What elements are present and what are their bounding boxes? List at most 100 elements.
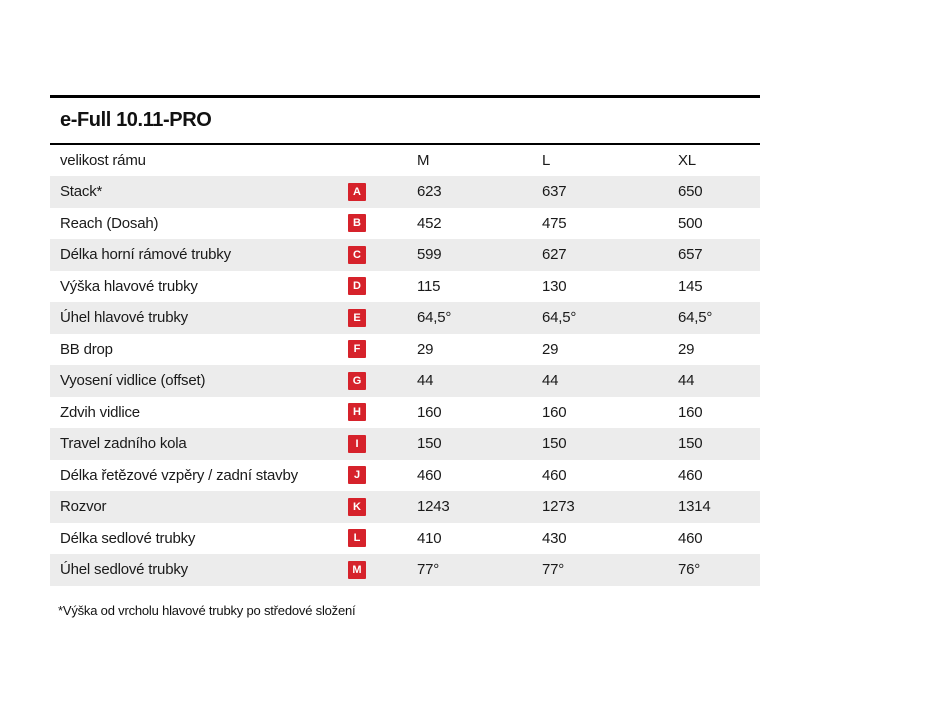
value-m: 160: [417, 403, 442, 421]
value-xl: 145: [678, 277, 703, 295]
value-l: 160: [542, 403, 567, 421]
value-xl: 460: [678, 466, 703, 484]
value-m: 623: [417, 183, 442, 201]
row-label: Travel zadního kola: [60, 435, 187, 453]
top-rule: [50, 95, 760, 98]
badge-cell: K: [348, 497, 417, 516]
value-xl: 1314: [678, 498, 711, 516]
dimension-letter-badge: E: [348, 308, 366, 327]
badge-cell: H: [348, 403, 417, 422]
badge-cell: C: [348, 245, 417, 264]
dimension-letter-badge: M: [348, 560, 366, 579]
badge-cell: G: [348, 371, 417, 390]
dimension-letter-badge: H: [348, 403, 366, 422]
table-row: Úhel sedlové trubky M 77° 77° 76°: [50, 554, 760, 586]
row-label: Úhel sedlové trubky: [60, 561, 188, 579]
value-l: 1273: [542, 498, 575, 516]
row-label: BB drop: [60, 340, 113, 358]
dimension-letter-badge: A: [348, 182, 366, 201]
value-m: 460: [417, 466, 442, 484]
dimension-letter-badge: J: [348, 466, 366, 485]
row-label: Úhel hlavové trubky: [60, 309, 188, 327]
dimension-letter-badge: G: [348, 371, 366, 390]
value-m: 44: [417, 372, 434, 390]
value-m: 410: [417, 529, 442, 547]
badge-cell: J: [348, 466, 417, 485]
badge-cell: L: [348, 529, 417, 548]
row-label: Délka horní rámové trubky: [60, 246, 231, 264]
title-divider-rule: [50, 143, 760, 145]
badge-cell: A: [348, 182, 417, 201]
value-l: 150: [542, 435, 567, 453]
value-xl: 657: [678, 246, 703, 264]
value-m: 1243: [417, 498, 450, 516]
value-m: 77°: [417, 561, 440, 579]
value-l: 64,5°: [542, 309, 577, 327]
value-xl: 160: [678, 403, 703, 421]
badge-cell: E: [348, 308, 417, 327]
value-l: 637: [542, 183, 567, 201]
badge-cell: I: [348, 434, 417, 453]
value-xl: 29: [678, 340, 695, 358]
row-label: Délka sedlové trubky: [60, 529, 196, 547]
page-title: e-Full 10.11-PRO: [60, 109, 212, 131]
footnote: *Výška od vrcholu hlavové trubky po stře…: [58, 602, 356, 618]
dimension-letter-badge: B: [348, 214, 366, 233]
value-m: 29: [417, 340, 434, 358]
value-m: 115: [417, 277, 441, 295]
frame-size-header: velikost rámu: [60, 152, 146, 169]
spec-rows: Stack* A 623 637 650 Reach (Dosah) B 452 475 500 D…: [50, 176, 760, 586]
size-header-m: M: [417, 152, 430, 169]
table-row: Úhel hlavové trubky E 64,5° 64,5° 64,5°: [50, 302, 760, 334]
row-label: Stack*: [60, 183, 103, 201]
table-row: Délka sedlové trubky L 410 430 460: [50, 523, 760, 555]
value-l: 460: [542, 466, 567, 484]
table-row: Vyosení vidlice (offset) G 44 44 44: [50, 365, 760, 397]
table-row: Travel zadního kola I 150 150 150: [50, 428, 760, 460]
value-xl: 44: [678, 372, 695, 390]
row-label: Zdvih vidlice: [60, 403, 140, 421]
dimension-letter-badge: C: [348, 245, 366, 264]
value-xl: 150: [678, 435, 703, 453]
dimension-letter-badge: K: [348, 497, 366, 516]
dimension-letter-badge: D: [348, 277, 366, 296]
value-l: 44: [542, 372, 559, 390]
badge-cell: M: [348, 560, 417, 579]
row-label: Reach (Dosah): [60, 214, 159, 232]
table-row: Zdvih vidlice H 160 160 160: [50, 397, 760, 429]
dimension-letter-badge: F: [348, 340, 366, 359]
row-label: Vyosení vidlice (offset): [60, 372, 206, 390]
badge-cell: D: [348, 277, 417, 296]
table-row: Délka horní rámové trubky C 599 627 657: [50, 239, 760, 271]
dimension-letter-badge: L: [348, 529, 366, 548]
table-row: Výška hlavové trubky D 115 130 145: [50, 271, 760, 303]
value-l: 29: [542, 340, 559, 358]
value-m: 150: [417, 435, 442, 453]
badge-cell: F: [348, 340, 417, 359]
table-row: Rozvor K 1243 1273 1314: [50, 491, 760, 523]
value-l: 130: [542, 277, 567, 295]
row-label: Délka řetězové vzpěry / zadní stavby: [60, 466, 298, 484]
value-xl: 650: [678, 183, 703, 201]
value-m: 452: [417, 214, 442, 232]
table-row: BB drop F 29 29 29: [50, 334, 760, 366]
table-row: Délka řetězové vzpěry / zadní stavby J 460…: [50, 460, 760, 492]
value-l: 77°: [542, 561, 565, 579]
value-l: 430: [542, 529, 567, 547]
value-xl: 500: [678, 214, 703, 232]
size-header-l: L: [542, 152, 551, 169]
table-row: Reach (Dosah) B 452 475 500: [50, 208, 760, 240]
size-header-xl: XL: [678, 152, 696, 169]
value-xl: 460: [678, 529, 703, 547]
value-xl: 64,5°: [678, 309, 713, 327]
dimension-letter-badge: I: [348, 434, 366, 453]
badge-cell: B: [348, 214, 417, 233]
value-m: 64,5°: [417, 309, 452, 327]
row-label: Výška hlavové trubky: [60, 277, 198, 295]
table-row: Stack* A 623 637 650: [50, 176, 760, 208]
value-l: 475: [542, 214, 567, 232]
geometry-table: e-Full 10.11-PRO velikost rámu M L XL St…: [50, 95, 760, 618]
value-m: 599: [417, 246, 442, 264]
table-header-row: velikost rámu M L XL: [50, 145, 760, 176]
